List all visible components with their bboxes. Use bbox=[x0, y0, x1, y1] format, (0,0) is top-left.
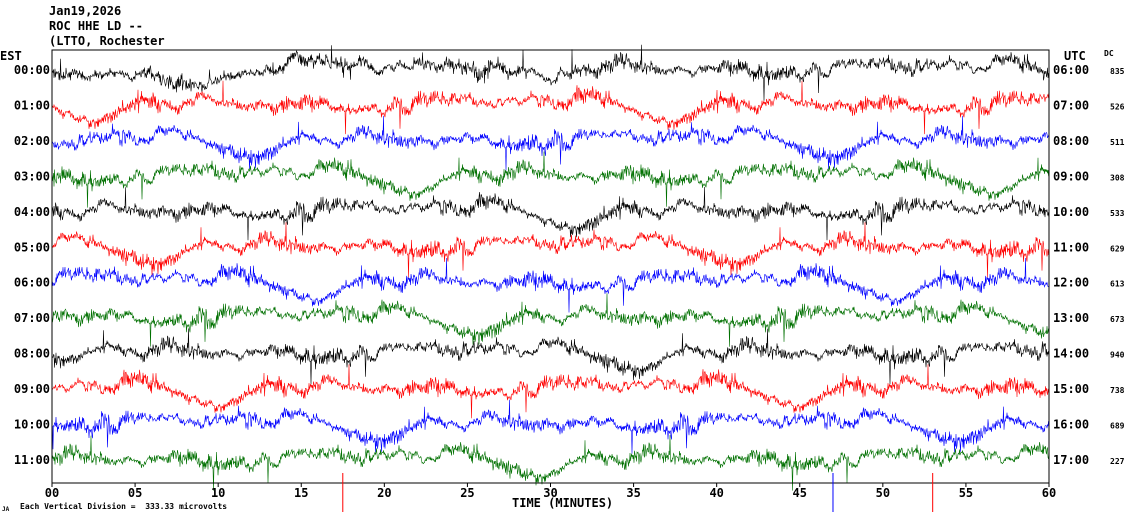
utc-hour-label: 08:00 bbox=[1053, 134, 1089, 148]
trace-line bbox=[51, 257, 1050, 313]
trace-line bbox=[51, 44, 1050, 101]
station-header: Jan19,2026 ROC HHE LD -- (LTTO, Rocheste… bbox=[49, 4, 165, 49]
utc-hour-label: 09:00 bbox=[1053, 169, 1089, 183]
utc-hour-label: 07:00 bbox=[1053, 98, 1089, 112]
dc-value: 738 bbox=[1110, 386, 1125, 395]
dc-value: 835 bbox=[1110, 67, 1125, 76]
est-hour-label: 02:00 bbox=[14, 134, 50, 148]
x-tick-label: 45 bbox=[793, 486, 807, 500]
dc-value: 940 bbox=[1110, 351, 1125, 360]
x-tick-label: 00 bbox=[45, 486, 59, 500]
x-tick-label: 55 bbox=[959, 486, 973, 500]
tick-spikes bbox=[342, 473, 934, 512]
x-tick-label: 05 bbox=[128, 486, 142, 500]
dc-value: 533 bbox=[1110, 209, 1125, 218]
dc-value: 629 bbox=[1110, 244, 1125, 253]
utc-hour-label: 13:00 bbox=[1053, 311, 1089, 325]
header-date: Jan19,2026 bbox=[49, 4, 122, 18]
dc-values: 835 526 511 308 533 629 613 673 940 738 689 227 bbox=[1110, 67, 1125, 466]
dc-value: 673 bbox=[1110, 315, 1125, 324]
trace-line bbox=[51, 151, 1050, 208]
utc-hour-label: 10:00 bbox=[1053, 205, 1089, 219]
dc-value: 613 bbox=[1110, 280, 1125, 289]
header-location: (LTTO, Rochester bbox=[49, 34, 165, 48]
corner-mark: JA bbox=[2, 506, 10, 513]
dc-column-title: DC bbox=[1104, 49, 1114, 58]
est-hour-label: 11:00 bbox=[14, 453, 50, 467]
est-hour-label: 07:00 bbox=[14, 311, 50, 325]
x-tick-label: 35 bbox=[626, 486, 640, 500]
utc-axis-title: UTC bbox=[1064, 49, 1086, 63]
est-hour-label: 10:00 bbox=[14, 418, 50, 432]
scale-note: Each Vertical Division = 333.33 microvol… bbox=[20, 501, 227, 511]
utc-hour-label: 12:00 bbox=[1053, 276, 1089, 290]
trace-line bbox=[51, 293, 1050, 347]
est-hour-label: 06:00 bbox=[14, 276, 50, 290]
x-tick-label: 20 bbox=[377, 486, 391, 500]
est-hour-label: 08:00 bbox=[14, 347, 50, 361]
est-hour-label: 09:00 bbox=[14, 382, 50, 396]
x-axis-label: TIME (MINUTES) bbox=[512, 496, 613, 510]
dc-value: 511 bbox=[1110, 138, 1125, 147]
trace-line bbox=[51, 328, 1050, 385]
x-tick-label: 60 bbox=[1042, 486, 1056, 500]
trace-line bbox=[51, 222, 1050, 278]
utc-hour-label: 17:00 bbox=[1053, 453, 1089, 467]
x-axis-ticks: 00 05 10 15 20 25 30 35 40 45 50 55 60 bbox=[45, 483, 1056, 500]
est-hour-label: 04:00 bbox=[14, 205, 50, 219]
utc-hour-label: 16:00 bbox=[1053, 418, 1089, 432]
x-tick-label: 25 bbox=[460, 486, 474, 500]
trace-line bbox=[51, 364, 1050, 419]
est-axis-title: EST bbox=[0, 49, 22, 63]
trace-line bbox=[51, 186, 1050, 241]
utc-hour-label: 14:00 bbox=[1053, 347, 1089, 361]
dc-value: 526 bbox=[1110, 102, 1125, 111]
utc-hour-label: 11:00 bbox=[1053, 240, 1089, 254]
trace-line bbox=[51, 435, 1050, 491]
x-tick-label: 40 bbox=[709, 486, 723, 500]
dc-value: 689 bbox=[1110, 422, 1125, 431]
x-tick-label: 15 bbox=[294, 486, 308, 500]
utc-hour-label: 06:00 bbox=[1053, 63, 1089, 77]
utc-hour-label: 15:00 bbox=[1053, 382, 1089, 396]
trace-line bbox=[51, 115, 1050, 171]
est-hour-labels: 00:00 01:00 02:00 03:00 04:00 05:00 06:00 07:00… bbox=[14, 63, 50, 467]
dc-value: 308 bbox=[1110, 173, 1125, 182]
dc-value: 227 bbox=[1110, 457, 1125, 466]
header-station: ROC HHE LD -- bbox=[49, 19, 143, 33]
est-hour-label: 05:00 bbox=[14, 240, 50, 254]
x-tick-label: 30 bbox=[543, 486, 557, 500]
seismic-traces bbox=[51, 44, 1050, 491]
trace-line bbox=[51, 80, 1050, 135]
est-hour-label: 01:00 bbox=[14, 98, 50, 112]
est-hour-label: 00:00 bbox=[14, 63, 50, 77]
x-tick-label: 50 bbox=[876, 486, 890, 500]
utc-hour-labels: 06:00 07:00 08:00 09:00 10:00 11:00 12:00 13:00… bbox=[1053, 63, 1089, 467]
plot-frame bbox=[51, 49, 1050, 484]
x-tick-label: 10 bbox=[211, 486, 225, 500]
est-hour-label: 03:00 bbox=[14, 169, 50, 183]
trace-line bbox=[51, 399, 1050, 454]
